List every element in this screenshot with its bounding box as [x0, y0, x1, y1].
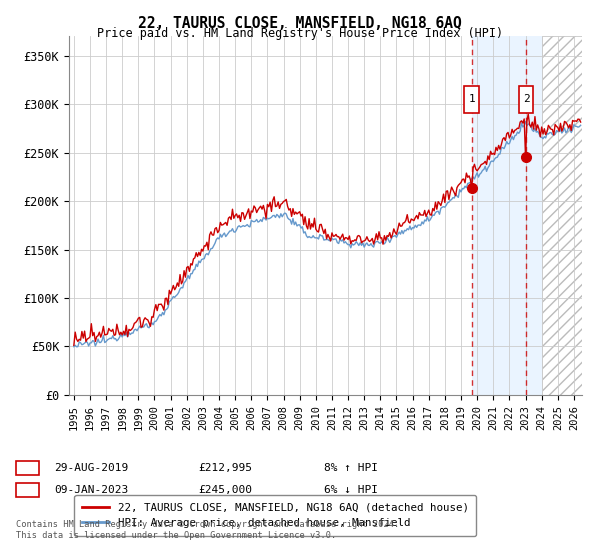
Text: 8% ↑ HPI: 8% ↑ HPI — [324, 463, 378, 473]
Text: 2: 2 — [523, 95, 529, 104]
Text: 1: 1 — [24, 463, 31, 473]
Text: 29-AUG-2019: 29-AUG-2019 — [54, 463, 128, 473]
FancyBboxPatch shape — [519, 86, 533, 113]
Text: This data is licensed under the Open Government Licence v3.0.: This data is licensed under the Open Gov… — [16, 531, 337, 540]
Text: 22, TAURUS CLOSE, MANSFIELD, NG18 6AQ: 22, TAURUS CLOSE, MANSFIELD, NG18 6AQ — [138, 16, 462, 31]
FancyBboxPatch shape — [464, 86, 479, 113]
Text: 6% ↓ HPI: 6% ↓ HPI — [324, 485, 378, 495]
Text: Price paid vs. HM Land Registry's House Price Index (HPI): Price paid vs. HM Land Registry's House … — [97, 27, 503, 40]
Bar — [472, 36, 542, 395]
Text: Contains HM Land Registry data © Crown copyright and database right 2024.: Contains HM Land Registry data © Crown c… — [16, 520, 400, 529]
Text: 09-JAN-2023: 09-JAN-2023 — [54, 485, 128, 495]
Text: 2: 2 — [24, 485, 31, 495]
Text: £212,995: £212,995 — [198, 463, 252, 473]
Text: £245,000: £245,000 — [198, 485, 252, 495]
Bar — [542, 36, 582, 395]
Legend: 22, TAURUS CLOSE, MANSFIELD, NG18 6AQ (detached house), HPI: Average price, deta: 22, TAURUS CLOSE, MANSFIELD, NG18 6AQ (d… — [74, 495, 476, 536]
Text: 1: 1 — [468, 95, 475, 104]
